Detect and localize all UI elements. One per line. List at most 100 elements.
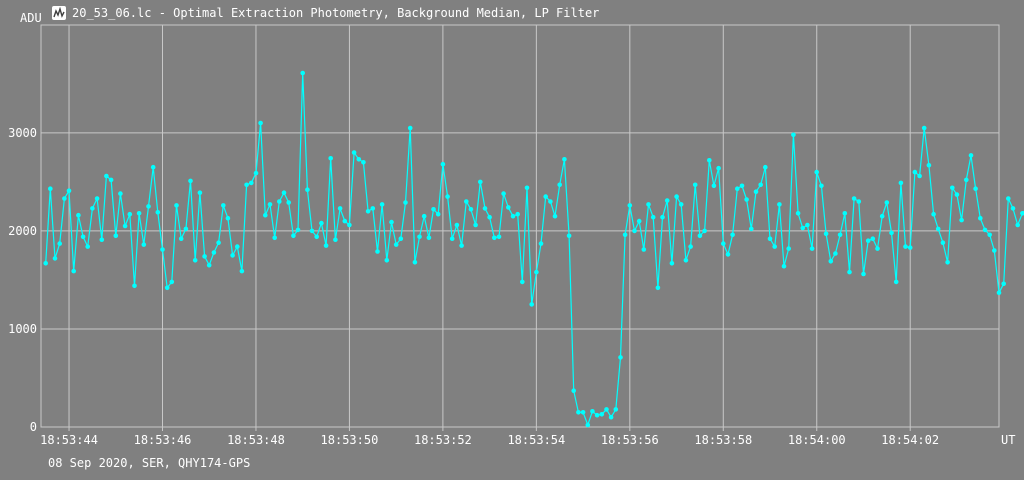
data-point — [618, 355, 623, 360]
data-point — [613, 407, 619, 412]
data-point — [959, 217, 964, 223]
data-point — [711, 183, 717, 189]
data-point — [356, 157, 362, 162]
data-point — [421, 213, 427, 219]
data-point — [828, 259, 834, 264]
data-point — [992, 248, 997, 253]
data-point — [295, 227, 301, 233]
data-point — [791, 132, 796, 138]
data-point — [702, 228, 707, 234]
data-point — [669, 261, 675, 266]
data-point — [141, 242, 147, 247]
data-point — [576, 410, 581, 415]
data-point — [636, 218, 642, 224]
data-point — [407, 125, 413, 131]
data-point — [688, 244, 693, 249]
data-point — [90, 206, 95, 211]
data-point — [80, 234, 86, 240]
data-point — [641, 247, 647, 252]
x-tick-label: 18:53:44 — [40, 433, 98, 447]
data-point — [819, 183, 824, 189]
data-point — [800, 225, 805, 231]
data-point — [805, 222, 810, 228]
data-point — [379, 202, 385, 207]
data-point — [548, 199, 553, 204]
data-point — [94, 196, 100, 201]
data-point — [384, 258, 390, 263]
data-point — [300, 70, 306, 76]
data-point — [889, 230, 894, 236]
data-point — [62, 196, 67, 201]
data-point — [604, 407, 609, 412]
window-title-bar: 20_53_06.lc - Optimal Extraction Photome… — [52, 4, 599, 22]
data-point — [664, 198, 670, 203]
data-point — [772, 244, 777, 249]
data-point — [1020, 211, 1024, 216]
data-point — [277, 199, 282, 204]
data-point — [333, 237, 338, 242]
data-point — [314, 234, 320, 240]
data-point — [707, 158, 712, 163]
data-point — [417, 234, 422, 240]
data-point — [678, 202, 684, 207]
data-point — [146, 204, 151, 209]
data-point — [856, 199, 862, 204]
data-point — [744, 197, 749, 202]
data-point — [851, 196, 857, 201]
data-point — [501, 191, 506, 196]
data-point — [370, 206, 376, 211]
data-point — [749, 226, 754, 232]
data-point — [506, 205, 511, 210]
data-point — [931, 211, 936, 217]
data-point — [917, 173, 922, 179]
data-point — [435, 211, 441, 217]
data-point — [557, 182, 562, 188]
y-tick-label: 0 — [30, 420, 37, 434]
data-point — [529, 302, 534, 307]
data-point — [753, 189, 759, 194]
data-point — [375, 249, 380, 254]
data-point — [244, 182, 249, 188]
data-point — [258, 120, 263, 126]
data-point — [627, 203, 633, 208]
data-point — [594, 412, 600, 418]
series-line — [45, 72, 1024, 427]
data-point — [398, 236, 404, 241]
data-point — [57, 241, 62, 246]
x-tick-label: 18:54:02 — [881, 433, 939, 447]
data-point — [192, 258, 198, 263]
x-tick-label: 18:53:54 — [507, 433, 565, 447]
data-point — [725, 252, 731, 257]
data-point — [543, 194, 548, 199]
data-point — [412, 260, 418, 265]
data-point — [823, 231, 829, 237]
data-point — [66, 188, 72, 193]
data-point — [973, 186, 978, 191]
x-tick-label: 18:53:50 — [321, 433, 379, 447]
data-point — [964, 177, 969, 183]
data-point — [566, 233, 572, 239]
data-point — [1010, 206, 1016, 211]
data-point — [253, 170, 259, 176]
data-point — [875, 246, 880, 251]
data-point — [692, 182, 698, 188]
data-point — [987, 232, 992, 238]
data-point — [781, 263, 787, 269]
data-point — [767, 236, 773, 241]
data-point — [1006, 196, 1011, 201]
data-point — [907, 245, 913, 250]
data-point — [169, 279, 175, 285]
data-point — [763, 164, 768, 170]
data-point — [912, 169, 918, 175]
data-point — [365, 209, 371, 214]
data-point — [403, 200, 408, 205]
data-point — [996, 290, 1002, 296]
data-point — [108, 177, 114, 183]
data-point — [674, 194, 679, 199]
y-tick-labels: 0 1000 2000 3000 — [8, 126, 37, 434]
data-point — [795, 211, 801, 216]
data-point — [879, 213, 885, 219]
data-point — [337, 206, 343, 211]
data-point — [978, 215, 983, 221]
